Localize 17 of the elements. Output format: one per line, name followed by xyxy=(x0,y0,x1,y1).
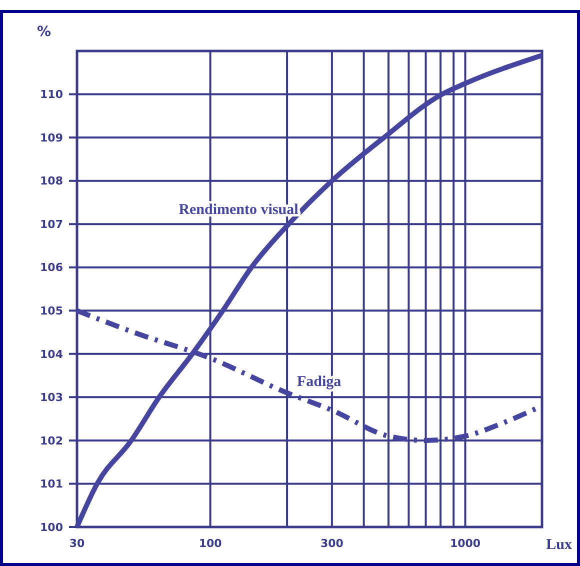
y-tick-label: 107 xyxy=(40,218,63,231)
y-tick-label: 108 xyxy=(40,174,63,188)
y-tick-label: 100 xyxy=(40,520,64,534)
x-tick-label: 30 xyxy=(69,537,85,550)
y-tick-label: 109 xyxy=(40,131,63,144)
x-axis-title: Lux xyxy=(546,537,572,553)
y-tick-label: 103 xyxy=(40,391,63,404)
y-tick-label: 105 xyxy=(40,304,63,318)
x-tick-label: 1000 xyxy=(450,537,481,550)
y-tick-label: 104 xyxy=(40,348,64,361)
y-axis-title: % xyxy=(37,24,52,40)
y-tick-label: 106 xyxy=(40,261,64,274)
y-tick-label: 102 xyxy=(40,434,63,448)
x-tick-label: 100 xyxy=(198,537,222,550)
y-tick-label: 101 xyxy=(40,478,63,491)
y-tick-label: 110 xyxy=(40,88,64,102)
x-tick-label: 300 xyxy=(320,537,344,550)
